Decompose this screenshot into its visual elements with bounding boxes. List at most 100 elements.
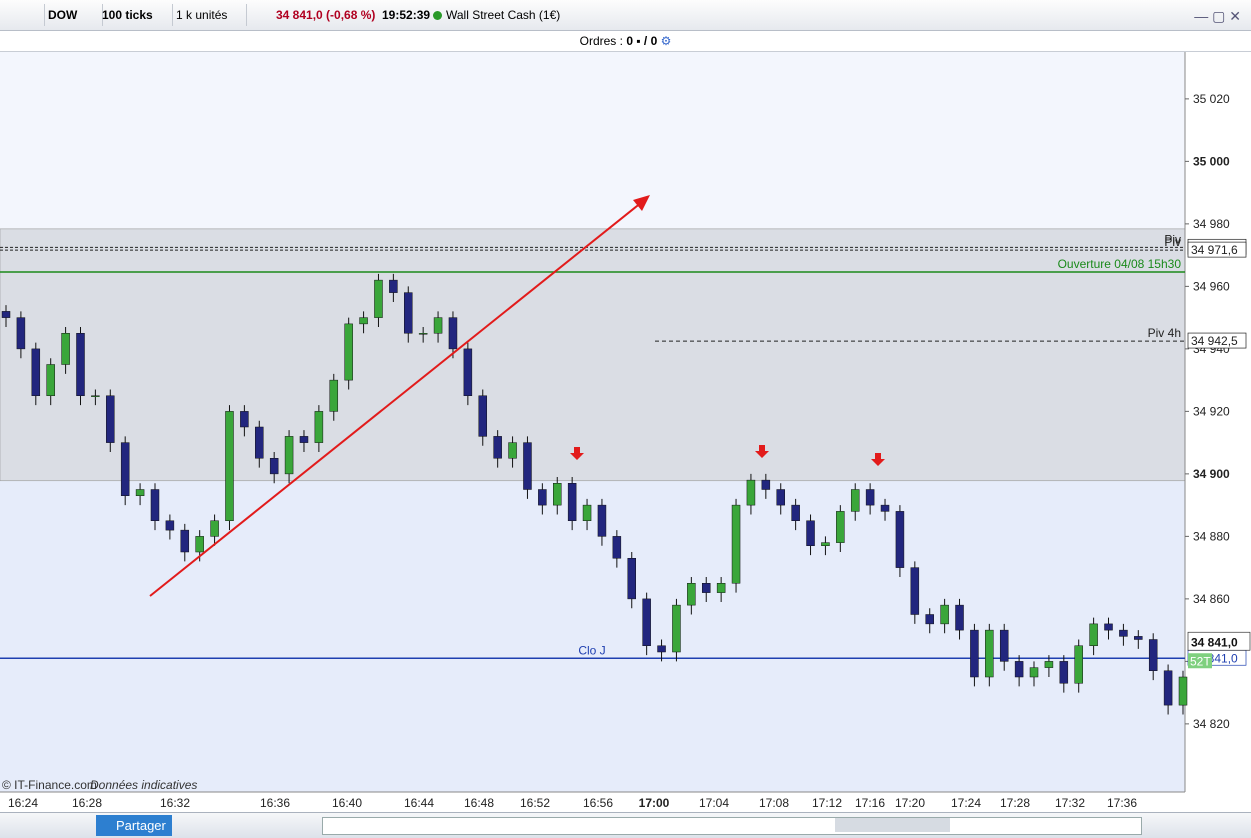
x-tick-label: 17:04 [699, 796, 729, 810]
candle-body [999, 629, 1009, 662]
candle-body [1, 311, 11, 318]
candle-body [597, 504, 607, 537]
top-toolbar: DOW 100 ticks 1 k unités 34 841,0 (-0,68… [0, 0, 1251, 31]
candle-body [642, 598, 651, 646]
candle-body [31, 348, 41, 396]
candle-body [1089, 623, 1098, 646]
candle-body [46, 364, 55, 396]
zone [0, 228, 1186, 482]
countdown-box [1188, 653, 1212, 669]
x-tick-label: 16:36 [260, 796, 290, 810]
y-tick-label: 34 960 [1193, 279, 1230, 293]
candle-body [1104, 623, 1113, 631]
quote: 34 841,0 (-0,68 %) [276, 8, 376, 22]
candle-body [865, 489, 875, 506]
orders-label: Ordres : [579, 34, 623, 48]
upper-area [0, 52, 1185, 229]
candle-body [821, 542, 830, 546]
candle-body [850, 489, 860, 512]
x-tick-label: 17:20 [895, 796, 925, 810]
orders-buy: 0 [626, 34, 633, 48]
candle-body [478, 395, 488, 437]
signal-arrow [755, 445, 769, 458]
status-dot [433, 11, 442, 20]
candle-body [806, 520, 815, 546]
level-price-box [1187, 241, 1247, 258]
x-tick-label: 17:36 [1107, 796, 1137, 810]
x-tick-label: 17:12 [812, 796, 842, 810]
level-name: Piv [1164, 235, 1181, 249]
instrument: Wall Street Cash (1€) [446, 8, 561, 22]
candle-body [255, 426, 264, 459]
units[interactable]: 1 k unités [172, 4, 247, 26]
candle-body [61, 333, 70, 365]
symbol[interactable]: DOW [44, 4, 103, 26]
trend-arrow [633, 195, 650, 211]
y-axis-bg [1185, 52, 1251, 812]
scrollbar[interactable] [322, 817, 1142, 835]
candle-body [225, 411, 234, 521]
candle-body [344, 323, 353, 381]
candle-body [389, 279, 398, 293]
candle-body [195, 536, 204, 553]
candle-body [1029, 667, 1039, 678]
y-tick-label: 34 900 [1193, 467, 1230, 481]
y-tick-label: 34 820 [1193, 717, 1230, 731]
candle-body [567, 483, 577, 521]
candle-body [150, 489, 160, 521]
signal-arrow [871, 453, 885, 466]
y-tick-label: 34 880 [1193, 529, 1230, 543]
candle-body [880, 504, 890, 512]
candle-body [776, 489, 785, 506]
interval[interactable]: 100 ticks [98, 4, 173, 26]
x-tick-label: 17:24 [951, 796, 981, 810]
candle-body [493, 436, 502, 459]
level-name: Piv [1164, 232, 1181, 246]
share-button[interactable]: Partager [96, 815, 172, 836]
level-price: 34 971,6 [1191, 243, 1238, 257]
candle-body [940, 604, 949, 625]
x-tick-label: 17:08 [759, 796, 789, 810]
candle-body [269, 458, 279, 475]
x-tick-label: 17:32 [1055, 796, 1085, 810]
last-price: 34 841,0 [1191, 635, 1238, 649]
candle-body [731, 504, 741, 584]
candle-body [1134, 636, 1143, 640]
candle-body [508, 442, 517, 459]
candle-body [106, 395, 115, 443]
candle-body [165, 520, 175, 531]
candle-body [240, 411, 249, 428]
window-controls[interactable]: — ▢ ✕ [1194, 8, 1241, 24]
y-tick-label: 34 980 [1193, 217, 1230, 231]
candle-body [925, 614, 934, 625]
candle-body [895, 511, 905, 568]
x-tick-label: 16:44 [404, 796, 434, 810]
x-axis-bg [0, 792, 1251, 812]
candle-body [761, 479, 771, 490]
scroll-thumb[interactable] [835, 818, 950, 832]
candle-body [135, 489, 145, 496]
candle-body [359, 317, 368, 325]
candle-body [284, 436, 294, 475]
candle-body [582, 504, 592, 521]
copyright: © IT-Finance.com [2, 778, 97, 792]
candle-body [16, 317, 26, 350]
candle-body [463, 348, 473, 396]
x-tick-label: 16:40 [332, 796, 362, 810]
candle-body [404, 292, 413, 334]
x-tick-label: 17:28 [1000, 796, 1030, 810]
candle-body [523, 442, 532, 490]
candle-body [955, 604, 964, 631]
x-tick-label: 16:28 [72, 796, 102, 810]
orders-bar: Ordres : 0 ▪ / 0 ⚙ [0, 31, 1251, 52]
y-tick-label: 34 860 [1193, 592, 1230, 606]
tools[interactable] [0, 4, 45, 26]
candle-body [1119, 629, 1128, 637]
y-tick-label: 34 920 [1193, 404, 1230, 418]
candle-body [672, 604, 681, 653]
candle-body [985, 629, 994, 678]
x-tick-label: 16:48 [464, 796, 494, 810]
candle-body [433, 317, 443, 334]
clock: 19:52:39 [382, 8, 431, 22]
